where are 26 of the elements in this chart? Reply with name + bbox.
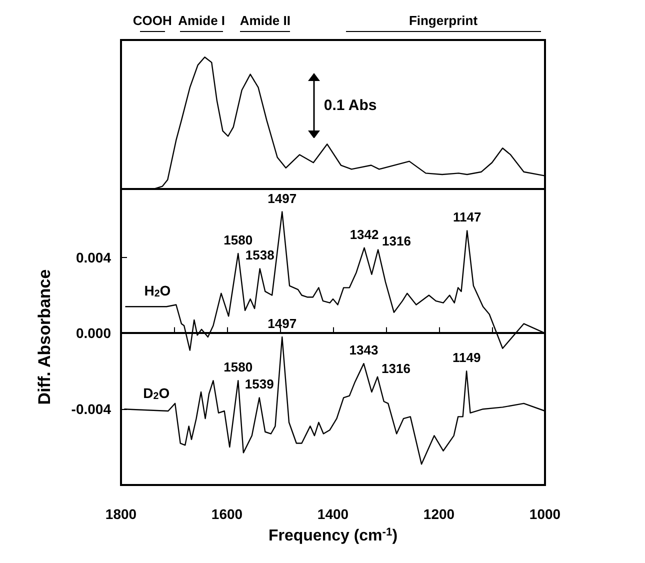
- x-tick-label: 1200: [423, 506, 455, 522]
- annotation: 1580: [224, 360, 253, 375]
- x-tick-label: 1800: [105, 506, 137, 522]
- text: Fingerprint: [408, 13, 478, 28]
- annotation: 1497: [268, 190, 297, 206]
- y-axis-title: Diff. Absorbance: [35, 269, 54, 405]
- x-tick-label: 1400: [317, 506, 349, 522]
- text: COOH: [132, 13, 172, 28]
- annotation: 1316: [382, 234, 411, 249]
- annotation: 1342: [350, 226, 379, 242]
- annotation: 1538: [245, 248, 274, 263]
- x-tick-label: 1600: [211, 506, 243, 522]
- y-tick-label: 0.000: [76, 325, 112, 342]
- annotation: 1147: [452, 210, 482, 225]
- annotation: 1497: [268, 316, 297, 331]
- annotation: 0.1 Abs: [324, 97, 377, 114]
- text: Amide I: [178, 13, 226, 28]
- y-tick-label: 0.004: [76, 249, 112, 266]
- y-tick-label: -0.004: [71, 401, 112, 418]
- annotation: 1149: [452, 350, 481, 366]
- annotation: 1316: [382, 360, 410, 376]
- annotation: 1580: [224, 232, 253, 248]
- x-tick-label: 1000: [529, 506, 561, 522]
- annotation: 1539: [244, 376, 274, 392]
- annotation: 1343: [349, 342, 378, 358]
- text: Amide II: [240, 13, 290, 28]
